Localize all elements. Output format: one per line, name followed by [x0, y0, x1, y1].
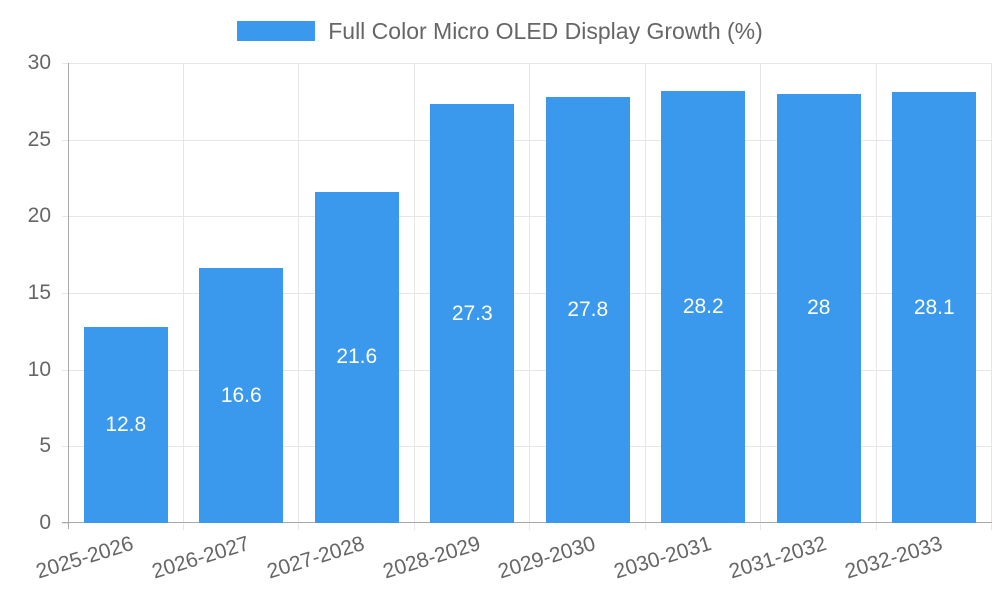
x-axis-tick-label: 2025-2026: [33, 532, 137, 584]
x-gridline: [644, 63, 646, 523]
bar-value-label: 27.3: [451, 301, 493, 325]
x-gridline: [413, 63, 415, 523]
y-gridline: [68, 446, 992, 448]
y-axis-tick-label: 10: [27, 357, 51, 381]
y-gridline: [68, 139, 992, 141]
legend-swatch: [237, 21, 316, 41]
y-axis-tick-label: 15: [27, 281, 51, 304]
y-axis-tick-label: 30: [27, 51, 51, 74]
x-axis-tick-label: 2029-2030: [495, 532, 599, 584]
x-tick-mark: [644, 524, 646, 530]
x-axis-tick-label: 2027-2028: [264, 532, 368, 584]
bar[interactable]: 21.6: [314, 191, 399, 523]
x-axis-tick-label: 2031-2032: [726, 532, 830, 584]
y-tick-mark: [62, 63, 68, 64]
y-tick-mark: [62, 369, 68, 371]
x-gridline: [298, 63, 299, 523]
bar-value-label: 21.6: [336, 345, 378, 369]
bar[interactable]: 27.8: [545, 96, 630, 523]
y-tick-mark: [62, 293, 68, 294]
y-gridline: [68, 216, 992, 218]
y-gridline: [68, 63, 992, 64]
bar-value-label: 16.6: [220, 383, 262, 407]
x-tick-mark: [760, 524, 761, 530]
x-gridline: [760, 63, 761, 523]
y-tick-mark: [62, 139, 68, 141]
x-tick-mark: [991, 524, 992, 530]
bar[interactable]: 27.3: [430, 104, 515, 523]
bar-value-label: 27.8: [567, 297, 609, 321]
x-gridline: [529, 63, 530, 523]
y-axis-tick-label: 25: [27, 127, 51, 151]
x-axis-tick-label: 2032-2033: [842, 532, 945, 584]
y-tick-mark: [62, 216, 68, 218]
x-axis-line: [62, 522, 992, 523]
y-axis-tick-label: 0: [39, 511, 51, 534]
x-tick-mark: [182, 524, 184, 530]
bar[interactable]: 28.2: [661, 90, 746, 523]
y-axis-line: [68, 63, 69, 529]
y-axis-tick-label: 20: [27, 204, 51, 228]
legend-label: Full Color Micro OLED Display Growth (%): [328, 18, 763, 44]
x-gridline: [991, 63, 992, 523]
legend-item[interactable]: Full Color Micro OLED Display Growth (%): [0, 18, 1000, 44]
y-axis-tick-label: 5: [39, 434, 51, 458]
y-tick-mark: [62, 523, 68, 524]
bar-value-label: 28.2: [682, 294, 724, 318]
x-tick-mark: [413, 524, 415, 530]
bar[interactable]: 28.1: [892, 92, 977, 523]
y-gridline: [68, 369, 992, 371]
plot-area: 0 5 10 15 20 25 30 12.8 16.6 21.6 27.3 27.8 28.2 28 28…: [28, 51, 992, 583]
x-axis-tick-label: 2030-2031: [611, 532, 714, 584]
x-gridline: [875, 63, 877, 523]
x-axis-tick-label: 2026-2027: [149, 532, 252, 584]
bar[interactable]: 16.6: [199, 268, 284, 523]
bar-value-label: 28.1: [913, 295, 955, 319]
y-gridline: [68, 293, 992, 294]
x-tick-mark: [875, 524, 877, 530]
x-gridline: [182, 63, 184, 523]
x-axis-tick-label: 2028-2029: [380, 532, 483, 584]
bar-value-label: 28: [807, 296, 831, 320]
bar[interactable]: 12.8: [83, 326, 168, 523]
x-tick-mark: [298, 524, 299, 530]
bar-value-label: 12.8: [105, 412, 147, 436]
x-tick-mark: [529, 524, 530, 530]
y-tick-mark: [62, 446, 68, 448]
bar[interactable]: 28: [776, 93, 861, 523]
